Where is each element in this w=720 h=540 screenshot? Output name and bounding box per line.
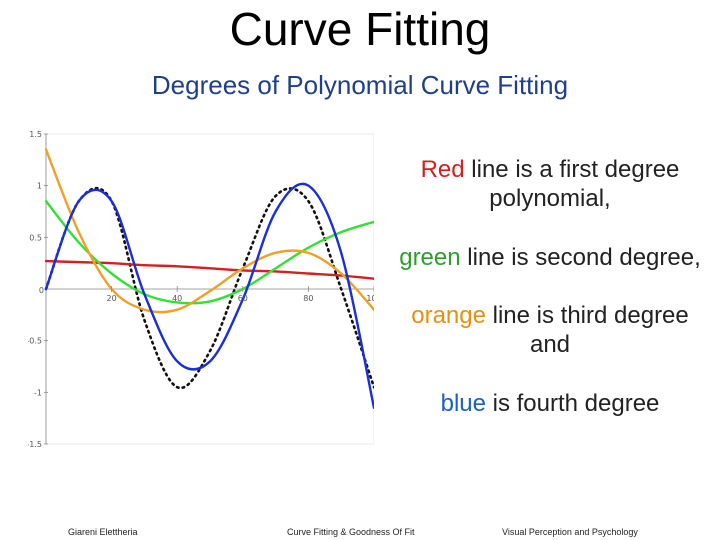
note-green-text: line is second degree,	[460, 243, 701, 271]
footer-course: Visual Perception and Psychology	[502, 527, 638, 537]
axes-layer	[45, 133, 374, 445]
note-orange-text: line is third degree and	[485, 302, 689, 359]
note-red-word: Red	[420, 156, 465, 183]
plot-svg: 20 40 60 80 100 0 1.5 1 0.5 -0.5 -1 -1.5	[28, 130, 374, 448]
x-tick-label: 40	[172, 294, 182, 303]
note-red-text: line is a first degree polynomial,	[464, 156, 680, 212]
y-tick-label: -1	[34, 388, 42, 397]
y-tick-label: 1.5	[29, 130, 42, 139]
note-blue-word: blue	[440, 389, 486, 417]
note-orange-word: orange	[411, 302, 486, 330]
footer-topic: Curve Fitting & Goodness Of Fit	[287, 527, 415, 537]
x-tick-label: 100	[366, 294, 374, 303]
y-tick-label: -0.5	[28, 337, 42, 346]
curve-fitting-plot: 20 40 60 80 100 0 1.5 1 0.5 -0.5 -1 -1.5	[28, 126, 374, 448]
series-line-green	[44, 199, 374, 305]
series-line-blue	[44, 182, 374, 410]
series-line-red	[44, 259, 374, 280]
note-red: Red line is a first degree polynomial,	[390, 156, 710, 214]
series-layer	[44, 148, 374, 410]
y-tick-label: -1.5	[28, 440, 42, 448]
ticks-layer: 20 40 60 80 100 0 1.5 1 0.5 -0.5 -1 -1.5	[28, 130, 374, 448]
origin-label: 0	[39, 286, 44, 295]
series-line-black-dotted	[44, 186, 374, 390]
y-tick-label: 0.5	[29, 233, 42, 242]
x-tick-label: 20	[107, 294, 117, 303]
note-green-word: green	[399, 243, 461, 271]
slide-title: Curve Fitting	[229, 3, 491, 55]
slide-subtitle: Degrees of Polynomial Curve Fitting	[151, 70, 569, 100]
note-blue: blue is fourth degree	[390, 390, 710, 419]
y-tick-label: 1	[37, 182, 42, 191]
note-blue-text: is fourth degree	[485, 389, 660, 417]
x-tick-label: 60	[238, 294, 248, 303]
series-line-orange	[44, 148, 374, 314]
legend-notes: Red line is a first degree polynomial, g…	[390, 156, 710, 449]
note-orange: orange line is third degree and	[390, 302, 710, 360]
note-green: green line is second degree,	[390, 244, 710, 273]
footer-author: Giareni Elettheria	[68, 527, 138, 537]
x-tick-label: 80	[303, 294, 313, 303]
